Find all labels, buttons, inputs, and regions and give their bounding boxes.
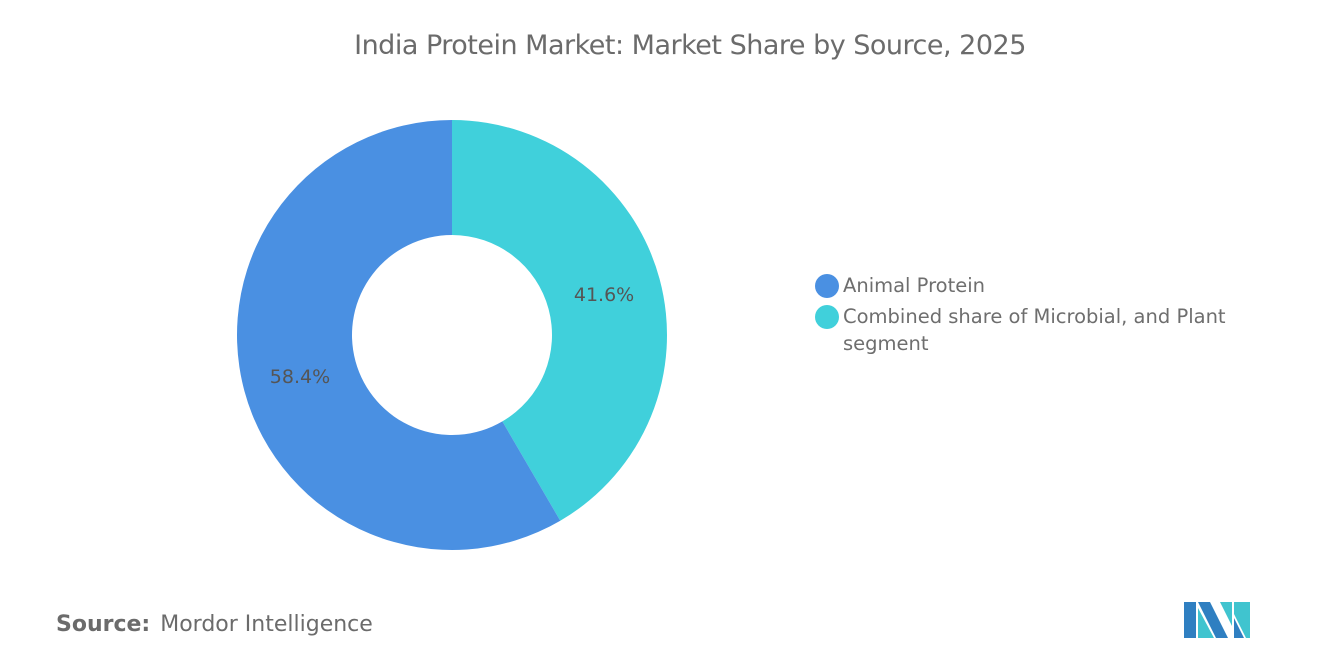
legend-label: Combined share of Microbial, and Plant s… xyxy=(843,305,1226,355)
legend: Animal Protein Combined share of Microbi… xyxy=(815,272,1255,361)
legend-item-microbial-plant[interactable]: Combined share of Microbial, and Plant s… xyxy=(815,303,1255,357)
legend-swatch-microbial-plant xyxy=(815,305,839,329)
legend-item-animal-protein[interactable]: Animal Protein xyxy=(815,272,1255,299)
slice-label-0: 41.6% xyxy=(574,284,634,306)
legend-label: Animal Protein xyxy=(843,274,986,297)
source-value: Mordor Intelligence xyxy=(160,612,373,637)
source-note: Source: Mordor Intelligence xyxy=(56,612,373,637)
mordor-logo-icon xyxy=(1184,602,1250,638)
slice-label-1: 58.4% xyxy=(270,366,330,388)
chart-title: India Protein Market: Market Share by So… xyxy=(354,30,1026,61)
legend-swatch-animal xyxy=(815,274,839,298)
slice-1[interactable] xyxy=(236,120,561,550)
slice-0[interactable] xyxy=(452,120,667,521)
source-label: Source: xyxy=(56,612,151,637)
